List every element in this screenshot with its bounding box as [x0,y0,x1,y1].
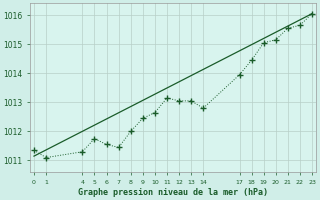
X-axis label: Graphe pression niveau de la mer (hPa): Graphe pression niveau de la mer (hPa) [78,188,268,197]
